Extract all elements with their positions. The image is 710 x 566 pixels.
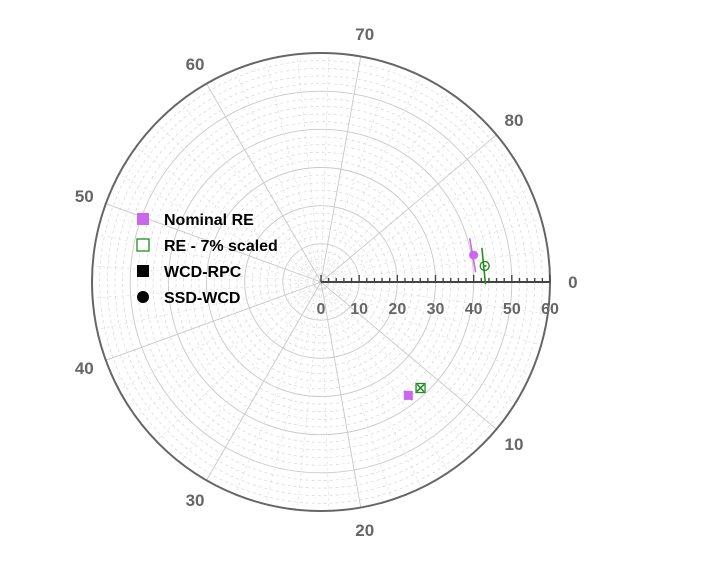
data-point <box>403 390 413 400</box>
grid-minor-spoke <box>320 111 475 283</box>
legend-label: SSD-WCD <box>164 290 240 307</box>
grid-minor-spoke <box>179 101 322 283</box>
angle-tick-label: 50 <box>75 187 94 206</box>
legend-marker <box>137 265 149 277</box>
grid-minor-spoke <box>92 281 322 299</box>
angle-tick-label: 60 <box>186 55 205 74</box>
grid-major-spoke <box>206 281 322 481</box>
grid-major-spoke <box>320 281 497 430</box>
angle-tick-label: 10 <box>505 435 524 454</box>
grid-major-spoke <box>320 281 362 508</box>
grid-minor-spoke <box>234 69 322 283</box>
grid-minor-spoke <box>156 281 322 442</box>
data-marks <box>403 238 490 401</box>
grid-major-spoke <box>320 134 497 283</box>
legend-marker <box>137 213 149 225</box>
legend-label: RE - 7% scaled <box>164 238 278 255</box>
grid-minor-spoke <box>320 53 330 283</box>
grid-minor-spoke <box>118 174 322 283</box>
grid-minor-spoke <box>135 281 322 417</box>
grid-minor-spoke <box>135 147 322 283</box>
grid-minor-spoke <box>320 281 531 376</box>
angle-tick-labels: 0 10 20 30 40 50 60 70 80 <box>75 25 578 540</box>
radial-tick-label: 0 <box>317 301 326 318</box>
radial-tick-labels: 0 10 20 30 40 50 60 <box>317 301 559 318</box>
grid-minor-spoke <box>96 234 322 283</box>
radial-tick-label: 40 <box>465 301 483 318</box>
angle-tick-label: 40 <box>75 359 94 378</box>
grid-minor-spoke <box>320 281 330 511</box>
grid-minor-spoke <box>320 281 393 500</box>
grid-minor-spoke <box>320 281 475 453</box>
legend: Nominal RE RE - 7% scaled WCD-RPC SSD-WCD <box>136 212 278 307</box>
angle-tick-label: 30 <box>186 491 205 510</box>
legend-label: Nominal RE <box>164 212 254 229</box>
grid-minor-spoke <box>179 281 322 463</box>
data-point <box>479 260 490 272</box>
angle-tick-label: 0 <box>568 273 577 292</box>
grid-minor-spoke <box>320 218 542 283</box>
grid-minor-spoke <box>320 281 516 404</box>
angle-tick-label: 80 <box>505 111 524 130</box>
radial-tick-label: 60 <box>541 301 559 318</box>
data-point <box>469 250 479 260</box>
grid-minor-spoke <box>320 249 548 283</box>
legend-marker <box>137 291 149 303</box>
grid-minor-spoke <box>96 281 322 330</box>
grid-minor-spoke <box>320 281 422 488</box>
grid-minor-spoke <box>320 64 393 283</box>
radial-tick-label: 30 <box>427 301 445 318</box>
angle-tick-label: 20 <box>355 521 374 540</box>
angle-tick-label: 70 <box>355 25 374 44</box>
legend-marker <box>136 238 150 252</box>
grid-minor-spoke <box>265 59 322 283</box>
grid-minor-spoke <box>296 281 322 510</box>
grid-minor-spoke <box>265 281 322 505</box>
radial-tick-label: 10 <box>350 301 368 318</box>
grid-minor-spoke <box>118 281 322 390</box>
grid-major-spoke <box>206 83 322 283</box>
grid-minor-spoke <box>320 281 450 473</box>
data-point <box>415 382 426 394</box>
radial-tick-label: 20 <box>388 301 406 318</box>
grid-minor-spoke <box>320 281 548 315</box>
grid-minor-spoke <box>320 160 516 283</box>
grid-minor-spoke <box>156 122 322 283</box>
radial-tick-label: 50 <box>503 301 521 318</box>
radial-axis <box>320 275 551 283</box>
grid-minor-spoke <box>320 188 531 283</box>
legend-label: WCD-RPC <box>164 264 242 281</box>
grid-major-spoke <box>105 281 322 361</box>
error-bar-angular <box>416 383 425 392</box>
grid-minor-spoke <box>92 265 322 283</box>
grid-minor-spoke <box>320 281 542 346</box>
grid-minor-spoke <box>320 76 422 283</box>
error-bar-angular <box>481 247 487 285</box>
grid-minor-spoke <box>296 54 322 283</box>
grid-minor-spoke <box>234 281 322 495</box>
grid-minor-spoke <box>320 91 450 283</box>
grid-major-spoke <box>320 56 362 283</box>
